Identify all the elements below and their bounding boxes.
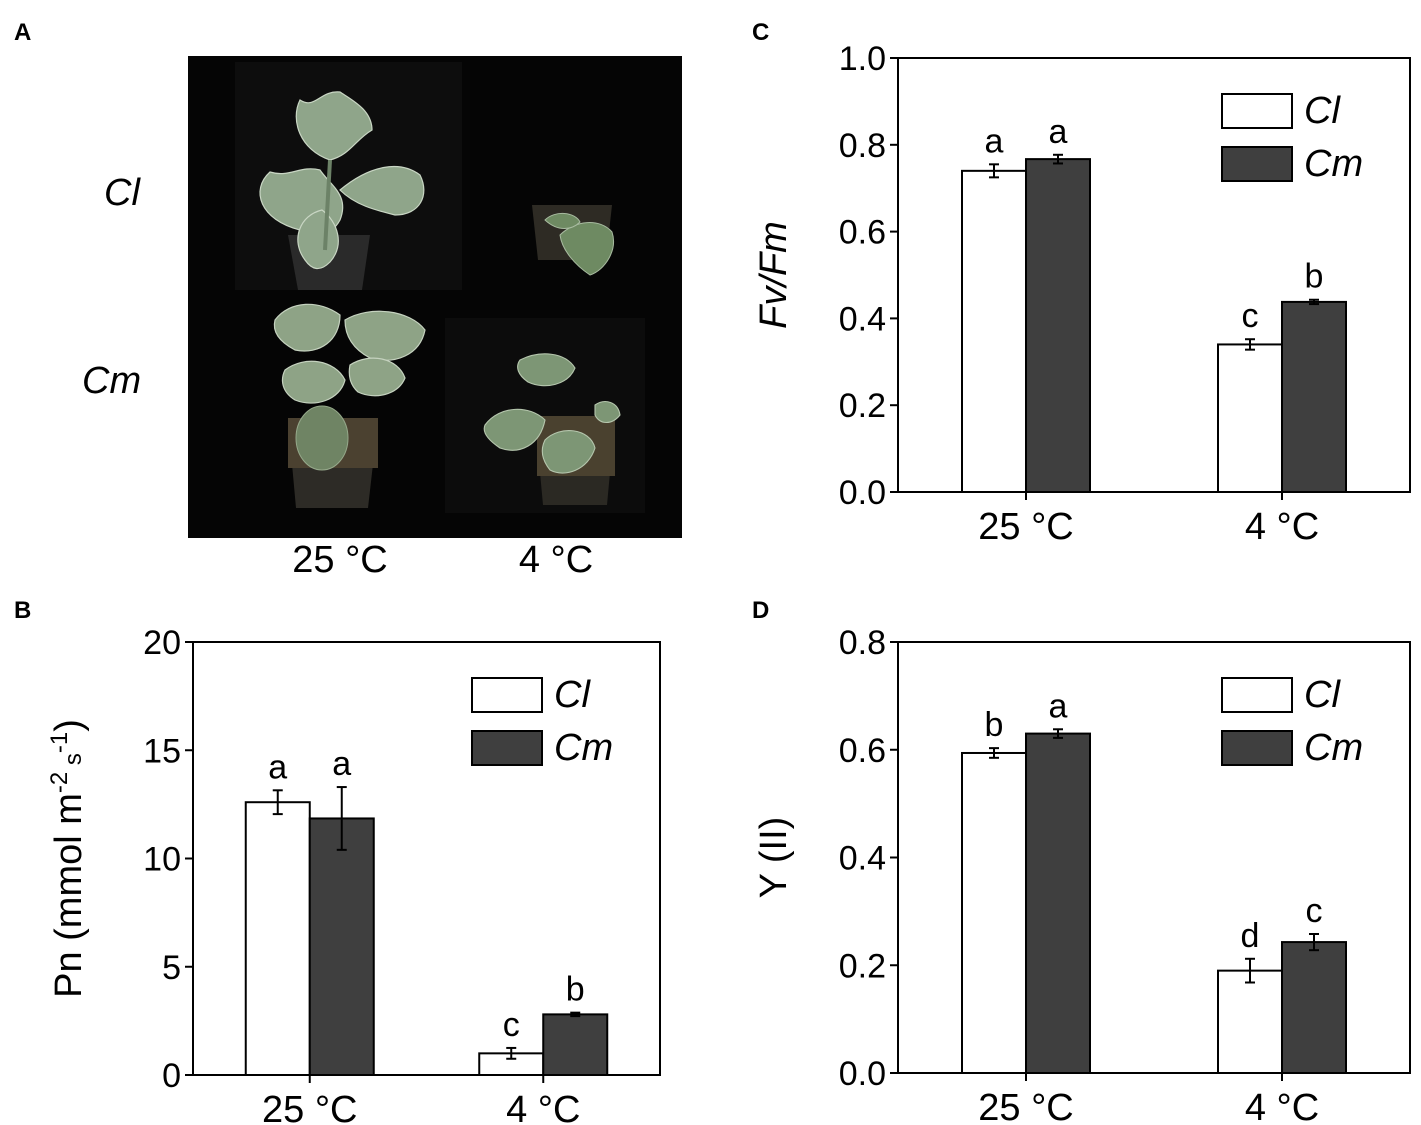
bar-cm-1: [542, 1013, 609, 1077]
legend-label-cm: Cm: [1304, 727, 1363, 769]
y-tick-label: 20: [143, 624, 181, 662]
y-tick-label: 0.4: [839, 300, 886, 338]
legend-label-cm: Cm: [1304, 143, 1363, 185]
y-tick-label: 0: [162, 1057, 181, 1095]
chart-c-fvfm: Ca a 25 °C c b 4 °C 0.0 0.2 0.4 0.6 0.8 1.0 Fv/Fm Cl C…: [752, 19, 1411, 548]
panel-letter: C: [752, 19, 769, 46]
y-tick-label: 0.0: [839, 474, 886, 512]
significance-letter: b: [985, 706, 1004, 744]
significance-letter: c: [503, 1006, 520, 1044]
significance-letter: b: [566, 971, 585, 1009]
significance-letter: a: [332, 745, 351, 783]
x-tick-label: 4 °C: [1245, 506, 1319, 548]
significance-letter: a: [1049, 113, 1068, 151]
x-tick-label: 4 °C: [1245, 1087, 1319, 1125]
y-tick-label: 0.6: [839, 732, 886, 770]
significance-letter: a: [1049, 687, 1068, 725]
bar-cm-0: [1025, 732, 1091, 1074]
bar-cl-1: [1217, 343, 1283, 493]
x-tick-label: 25 °C: [262, 1089, 357, 1125]
y-tick-label: 0.8: [839, 127, 886, 165]
significance-letter: c: [1306, 892, 1323, 930]
chart-b-pn: Ba a 25 °C c b 4 °C 0 5 10 15 20 Pn (mmol m-2 s-1) C…: [14, 597, 661, 1125]
row-label-cl: Cl: [104, 172, 141, 214]
column-label-4c: 4 °C: [519, 539, 593, 581]
y-tick-label: 0.6: [839, 214, 886, 252]
bar-cl-0: [961, 169, 1027, 493]
y-axis-label: Fv/Fm: [753, 221, 795, 329]
plot-frame: [192, 641, 661, 1076]
bar-cm-1: [1281, 300, 1347, 493]
y-axis-label-part: ): [48, 719, 90, 732]
panel-letter: B: [14, 597, 31, 624]
y-axis-label-part: Pn (mmol m: [48, 793, 90, 998]
column-label-25c: 25 °C: [292, 539, 387, 581]
panel-a-label: A: [14, 19, 31, 46]
y-tick-label: 10: [143, 841, 181, 879]
x-tick-label: 25 °C: [978, 506, 1073, 548]
legend-swatch-cl: [1221, 93, 1293, 129]
legend-swatch-cm: [471, 730, 543, 766]
y-tick-label: 0.2: [839, 947, 886, 985]
bar-cm-1: [1281, 941, 1347, 1074]
significance-letter: d: [1241, 917, 1260, 955]
y-axis-label-superscript: s: [60, 753, 87, 772]
legend-label-cl: Cl: [1304, 674, 1341, 716]
y-tick-label: 1.0: [839, 40, 886, 78]
y-tick-label: 15: [143, 732, 181, 770]
x-tick-label: 25 °C: [978, 1087, 1073, 1125]
plot-frame: [897, 57, 1411, 493]
legend-swatch-cm: [1221, 730, 1293, 766]
y-tick-label: 0.0: [839, 1055, 886, 1093]
legend-swatch-cl: [1221, 677, 1293, 713]
bar-cl-0: [244, 801, 311, 1077]
bar-cl-1: [1217, 969, 1283, 1075]
panel-letter: D: [752, 597, 769, 624]
plant-photograph: [188, 56, 682, 538]
y-axis-label-superscript: -1: [46, 732, 73, 753]
legend-swatch-cl: [471, 677, 543, 713]
y-tick-label: 0.2: [839, 387, 886, 425]
significance-letter: b: [1305, 258, 1324, 296]
legend-label-cm: Cm: [554, 727, 613, 769]
significance-letter: c: [1242, 297, 1259, 335]
row-label-cm: Cm: [82, 360, 141, 402]
chart-d-yii: Db a 25 °C d c 4 °C 0.0 0.2 0.4 0.6 0.8 Y (II) Cl Cm: [752, 597, 1411, 1125]
bar-cm-0: [308, 817, 375, 1076]
y-axis-label: Pn (mmol m-2 s-1): [46, 719, 90, 998]
y-axis-label-superscript: -2: [46, 772, 73, 793]
y-tick-label: 5: [162, 949, 181, 987]
y-tick-label: 0.8: [839, 624, 886, 662]
plot-frame: [897, 641, 1411, 1074]
significance-letter: a: [985, 122, 1004, 160]
bar-cm-0: [1025, 158, 1091, 493]
y-axis-label: Y (II): [753, 817, 795, 899]
panel-a-photo-figure: A Cl Cm: [14, 19, 682, 581]
legend-label-cl: Cl: [1304, 90, 1341, 132]
legend-swatch-cm: [1221, 146, 1293, 182]
bar-cl-0: [961, 751, 1027, 1074]
legend-label-cl: Cl: [554, 674, 591, 716]
y-tick-label: 0.4: [839, 840, 886, 878]
significance-letter: a: [268, 748, 287, 786]
x-tick-label: 4 °C: [506, 1089, 580, 1125]
